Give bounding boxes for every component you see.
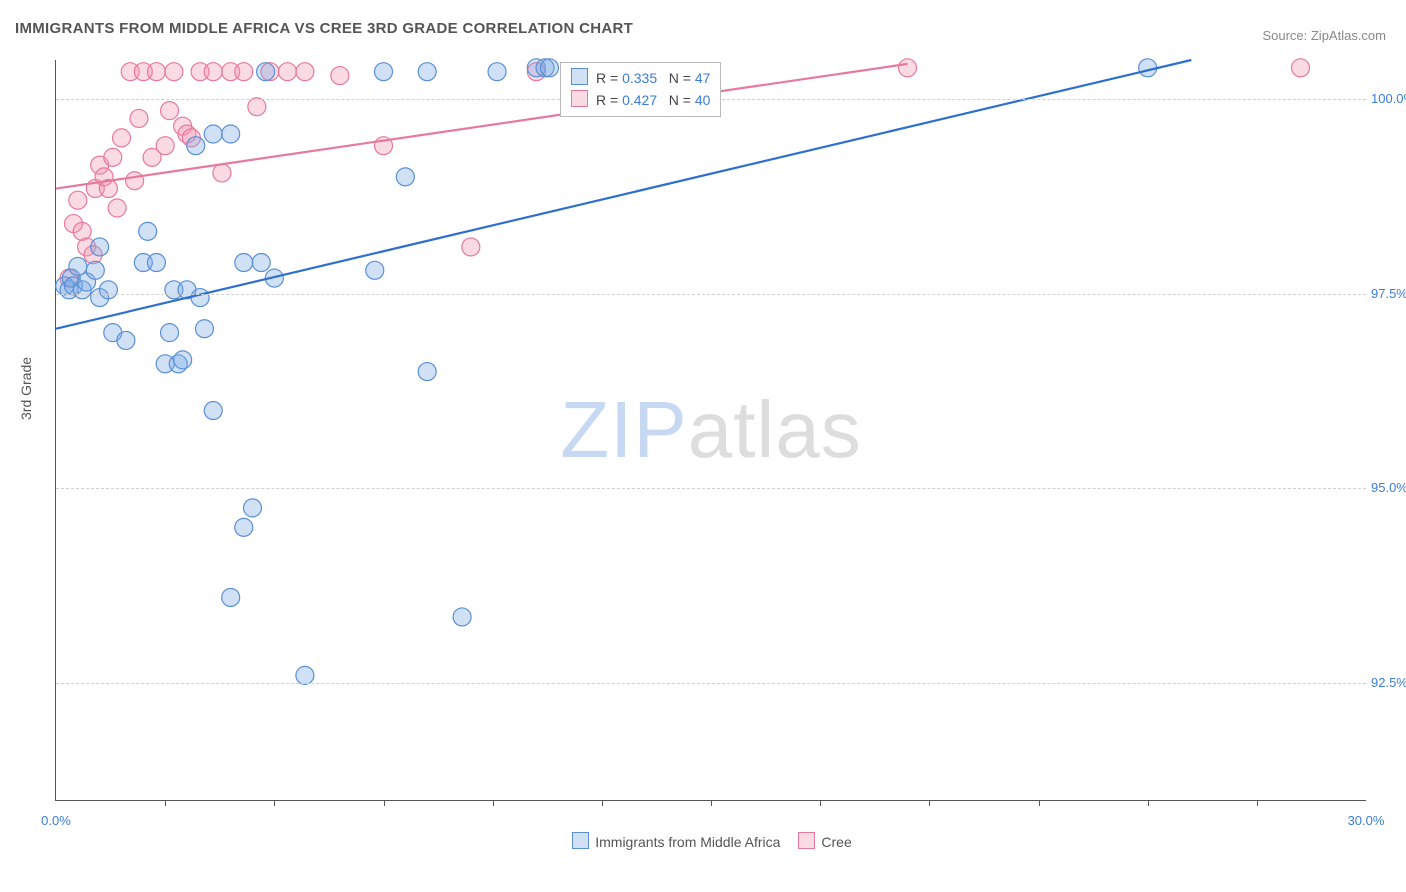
data-point — [278, 63, 296, 81]
data-point — [296, 666, 314, 684]
data-point — [248, 98, 266, 116]
data-point — [130, 109, 148, 127]
legend-row: R = 0.427 N = 40 — [571, 89, 710, 111]
data-point — [147, 254, 165, 272]
plot-area: ZIPatlas 92.5%95.0%97.5%100.0%0.0%30.0% — [55, 60, 1366, 801]
data-point — [418, 63, 436, 81]
x-tick-mark — [274, 800, 275, 806]
legend-series: Immigrants from Middle Africa Cree — [0, 832, 1406, 850]
source-prefix: Source: — [1262, 28, 1310, 43]
data-point — [366, 261, 384, 279]
data-point — [213, 164, 231, 182]
x-tick-label: 30.0% — [1348, 813, 1385, 828]
n-label: N = — [669, 92, 695, 108]
data-point — [204, 125, 222, 143]
source-credit: Source: ZipAtlas.com — [1262, 28, 1386, 43]
r-value: 0.335 — [622, 70, 657, 86]
r-label: R = — [596, 70, 622, 86]
data-point — [488, 63, 506, 81]
data-point — [252, 254, 270, 272]
legend-swatch — [798, 832, 815, 849]
data-point — [113, 129, 131, 147]
y-tick-label: 95.0% — [1371, 480, 1406, 495]
data-point — [195, 320, 213, 338]
x-tick-mark — [929, 800, 930, 806]
data-point — [418, 363, 436, 381]
data-point — [204, 402, 222, 420]
r-label: R = — [596, 92, 622, 108]
x-tick-mark — [1148, 800, 1149, 806]
data-point — [91, 238, 109, 256]
data-point — [191, 289, 209, 307]
y-tick-label: 92.5% — [1371, 675, 1406, 690]
data-point — [899, 59, 917, 77]
x-tick-mark — [165, 800, 166, 806]
legend-swatch — [571, 68, 588, 85]
legend-label: Cree — [821, 834, 851, 850]
data-point — [396, 168, 414, 186]
data-point — [161, 324, 179, 342]
x-tick-mark — [1257, 800, 1258, 806]
data-point — [257, 63, 275, 81]
data-point — [331, 67, 349, 85]
data-point — [187, 137, 205, 155]
data-point — [147, 63, 165, 81]
x-tick-mark — [384, 800, 385, 806]
data-point — [204, 63, 222, 81]
x-tick-mark — [820, 800, 821, 806]
y-tick-label: 97.5% — [1371, 286, 1406, 301]
x-tick-mark — [493, 800, 494, 806]
data-point — [104, 148, 122, 166]
data-point — [117, 331, 135, 349]
n-value: 47 — [695, 70, 711, 86]
y-tick-label: 100.0% — [1371, 91, 1406, 106]
x-tick-mark — [711, 800, 712, 806]
n-value: 40 — [695, 92, 711, 108]
r-value: 0.427 — [622, 92, 657, 108]
data-point — [1292, 59, 1310, 77]
x-tick-mark — [602, 800, 603, 806]
legend-correlation: R = 0.335 N = 47R = 0.427 N = 40 — [560, 62, 721, 117]
y-axis-label: 3rd Grade — [18, 357, 34, 420]
data-point — [108, 199, 126, 217]
n-label: N = — [669, 70, 695, 86]
data-point — [126, 172, 144, 190]
legend-row: R = 0.335 N = 47 — [571, 67, 710, 89]
data-point — [462, 238, 480, 256]
gridline — [56, 294, 1366, 295]
data-point — [235, 518, 253, 536]
data-point — [235, 63, 253, 81]
data-point — [540, 59, 558, 77]
data-point — [139, 222, 157, 240]
chart-title: IMMIGRANTS FROM MIDDLE AFRICA VS CREE 3R… — [15, 20, 633, 37]
legend-swatch — [572, 832, 589, 849]
data-point — [375, 63, 393, 81]
data-point — [235, 254, 253, 272]
x-tick-label: 0.0% — [41, 813, 71, 828]
data-point — [174, 351, 192, 369]
x-tick-mark — [1039, 800, 1040, 806]
source-link[interactable]: ZipAtlas.com — [1311, 28, 1386, 43]
data-point — [222, 125, 240, 143]
data-point — [453, 608, 471, 626]
data-point — [99, 281, 117, 299]
legend-label: Immigrants from Middle Africa — [595, 834, 780, 850]
data-point — [296, 63, 314, 81]
data-point — [161, 102, 179, 120]
chart-container: IMMIGRANTS FROM MIDDLE AFRICA VS CREE 3R… — [0, 0, 1406, 892]
data-point — [156, 137, 174, 155]
data-point — [222, 588, 240, 606]
gridline — [56, 488, 1366, 489]
data-point — [69, 191, 87, 209]
chart-svg — [56, 60, 1366, 800]
data-point — [244, 499, 262, 517]
data-point — [86, 261, 104, 279]
data-point — [165, 63, 183, 81]
gridline — [56, 683, 1366, 684]
legend-swatch — [571, 90, 588, 107]
